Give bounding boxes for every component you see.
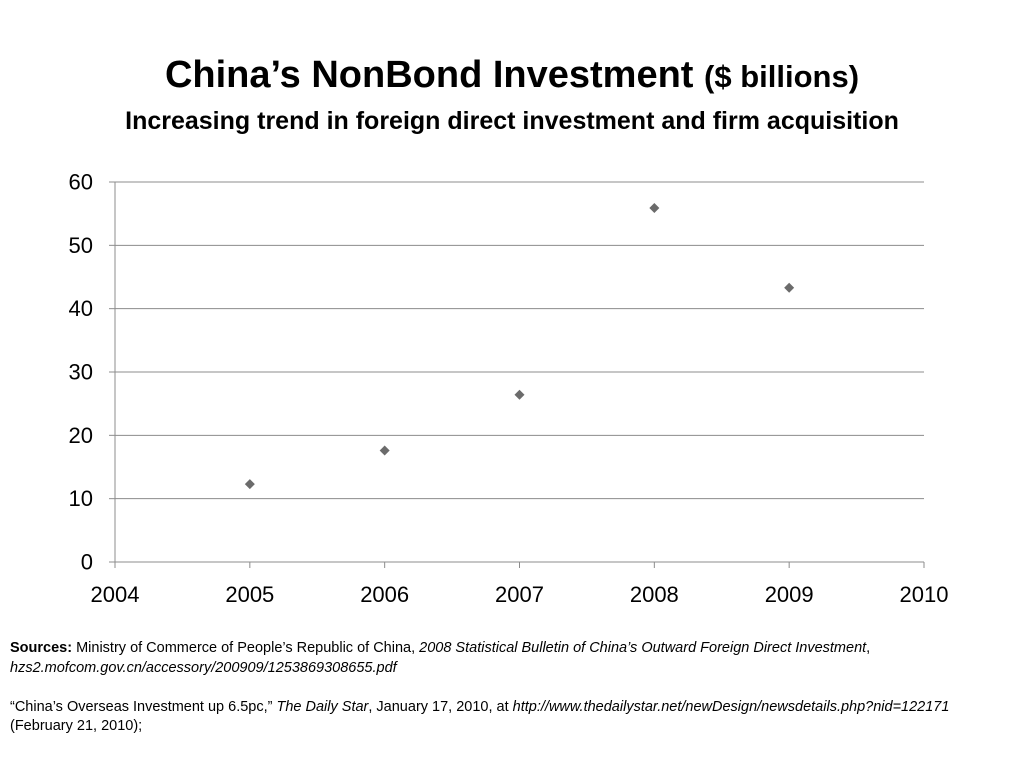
gridlines	[115, 181, 924, 500]
source-daily-star-accessed: (February 21, 2010);	[10, 718, 143, 734]
axes	[109, 181, 925, 568]
x-tick-label: 2006	[360, 582, 409, 607]
y-tick-label: 40	[69, 296, 93, 321]
y-tick-label: 60	[69, 170, 93, 195]
x-tick-label: 2005	[225, 582, 274, 607]
source-daily-star-quote: “China’s Overseas Investment up 6.5pc,”	[10, 698, 277, 715]
source-mofcom: Sources: Ministry of Commerce of People’…	[10, 639, 1014, 678]
x-tick-label: 2004	[91, 582, 140, 607]
source-daily-star-publication: The Daily Star	[276, 698, 369, 715]
x-tick-labels: 2004 2005 2006 2007 2008 2009 2010	[91, 582, 949, 607]
slide-title: China’s NonBond Investment ($ billions)	[0, 48, 1024, 104]
y-tick-label: 20	[69, 423, 93, 448]
sources-label: Sources:	[10, 640, 73, 656]
data-points	[244, 202, 795, 490]
y-tick-label: 0	[81, 550, 93, 575]
source-mofcom-comma: ,	[866, 640, 871, 656]
y-tick-label: 10	[69, 486, 93, 511]
sources-note: Sources: Ministry of Commerce of People’…	[10, 639, 1014, 737]
y-tick-label: 30	[69, 360, 93, 385]
slide-title-unit: ($ billions)	[704, 59, 860, 94]
source-mofcom-text: Ministry of Commerce of People’s Republi…	[72, 640, 420, 656]
source-mofcom-url: hzs2.mofcom.gov.cn/accessory/200909/1253…	[10, 659, 397, 676]
data-point-2007	[514, 389, 525, 400]
x-tick-label: 2008	[630, 582, 679, 607]
x-tick-label: 2007	[495, 582, 544, 607]
source-mofcom-publication: 2008 Statistical Bulletin of China’s Out…	[419, 640, 867, 656]
slide-title-main: China’s NonBond Investment	[164, 54, 694, 96]
x-tick-label: 2010	[900, 582, 949, 607]
data-point-2008	[649, 202, 660, 213]
slide-title-block: China’s NonBond Investment ($ billions) …	[0, 48, 1024, 138]
data-point-2005	[244, 479, 255, 490]
y-tick-label: 50	[69, 233, 93, 258]
slide-subtitle: Increasing trend in foreign direct inves…	[125, 107, 899, 135]
data-point-2009	[784, 282, 795, 293]
source-daily-star: “China’s Overseas Investment up 6.5pc,” …	[10, 698, 1014, 737]
data-point-2006	[379, 445, 390, 456]
source-daily-star-url: http://www.thedailystar.net/newDesign/ne…	[512, 698, 950, 715]
x-tick-label: 2009	[765, 582, 814, 607]
source-daily-star-date: , January 17, 2010, at	[368, 698, 513, 715]
y-tick-labels: 0 10 20 30 40 50 60	[69, 170, 93, 575]
